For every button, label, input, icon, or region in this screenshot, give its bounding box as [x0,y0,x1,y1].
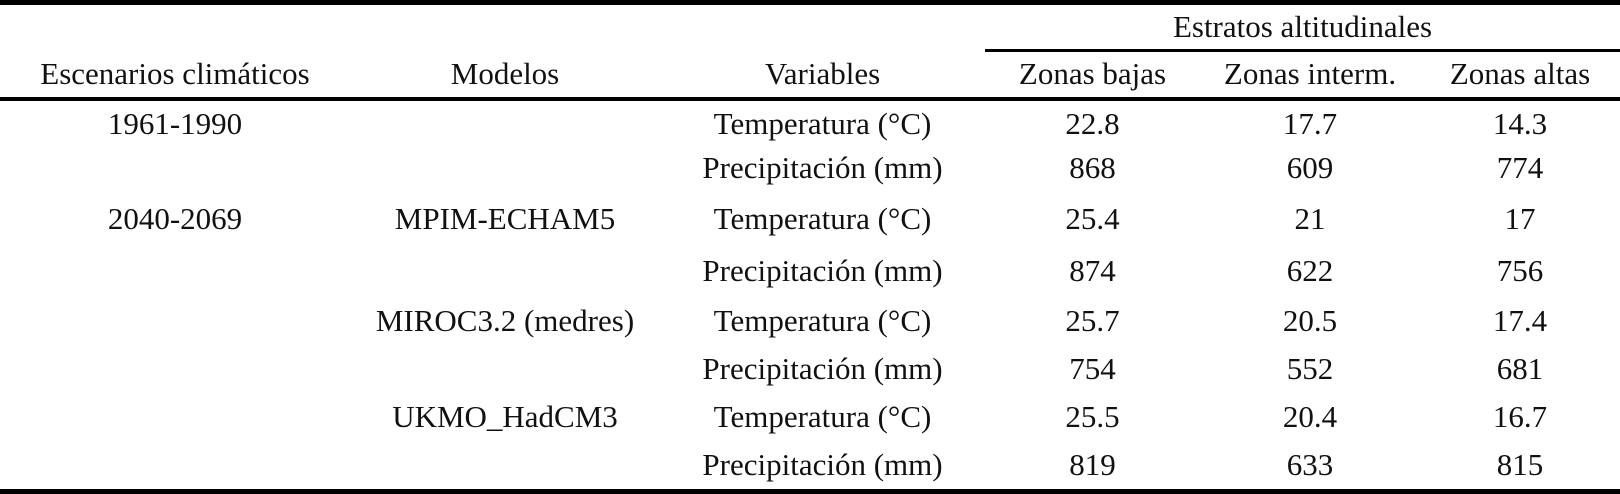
cell-zonas-interm: 622 [1286,252,1334,288]
cell-zonas-bajas: 819 [1069,446,1116,482]
column-header-zonas-bajas: Zonas bajas [985,50,1200,101]
cell-modelo [350,441,660,489]
cell-zonas-bajas: 754 [1069,350,1116,386]
cell-escenario [0,441,350,489]
cell-zonas-interm: 17.7 [1282,105,1338,141]
table-header: Estratos altitudinales Escenarios climát… [0,5,1620,101]
cell-zonas-interm: 633 [1286,446,1334,482]
table-row: Precipitación (mm) 819 633 815 [0,441,1620,489]
cell-escenario: 1961-1990 [107,105,243,141]
cell-escenario [0,245,350,297]
table-row: Precipitación (mm) 754 552 681 [0,345,1620,393]
cell-variable: Temperatura (°C) [713,105,932,141]
cell-zonas-bajas: 25.7 [1065,302,1120,338]
cell-variable: Temperatura (°C) [713,398,932,434]
cell-variable: Precipitación (mm) [702,149,943,185]
cell-zonas-interm: 20.4 [1282,398,1338,434]
cell-zonas-altas: 16.7 [1492,398,1548,434]
table-row: 1961-1990 Temperatura (°C) 22.8 17.7 14.… [0,99,1620,147]
cell-zonas-altas: 681 [1496,350,1544,386]
cell-variable: Precipitación (mm) [702,252,943,288]
cell-escenario [0,393,350,441]
table-row: Precipitación (mm) 868 609 774 [0,147,1620,189]
column-header-row: Escenarios climáticos Modelos Variables … [0,50,1620,101]
cell-modelo [350,245,660,297]
table-row: MIROC3.2 (medres) Temperatura (°C) 25.7 … [0,297,1620,345]
cell-zonas-interm: 20.5 [1282,302,1338,338]
table-row: 2040-2069 MPIM-ECHAM5 Temperatura (°C) 2… [0,189,1620,245]
cell-zonas-bajas: 25.4 [1065,200,1120,236]
cell-zonas-altas: 774 [1496,149,1544,185]
cell-zonas-altas: 17.4 [1492,302,1548,338]
cell-variable: Precipitación (mm) [702,350,943,386]
column-header-variables: Variables [660,50,985,101]
cell-zonas-bajas: 868 [1069,149,1116,185]
column-header-escenarios: Escenarios climáticos [0,50,350,101]
column-header-modelos: Modelos [350,50,660,101]
cell-modelo: MIROC3.2 (medres) [375,302,635,338]
spanner-empty-cell [0,5,985,51]
cell-modelo: MPIM-ECHAM5 [394,200,616,236]
cell-zonas-bajas: 22.8 [1065,105,1120,141]
cell-escenario [0,147,350,189]
cell-zonas-interm: 552 [1286,350,1334,386]
cell-modelo [350,345,660,393]
cell-modelo [350,147,660,189]
table-body: 1961-1990 Temperatura (°C) 22.8 17.7 14.… [0,99,1620,489]
cell-zonas-altas: 756 [1496,252,1544,288]
table-row: UKMO_HadCM3 Temperatura (°C) 25.5 20.4 1… [0,393,1620,441]
cell-variable: Temperatura (°C) [713,200,932,236]
cell-zonas-bajas: 25.5 [1065,398,1120,434]
column-header-zonas-altas: Zonas altas [1420,50,1620,101]
cell-zonas-interm: 609 [1286,149,1334,185]
cell-zonas-altas: 815 [1496,446,1544,482]
cell-escenario: 2040-2069 [107,200,243,236]
cell-zonas-altas: 14.3 [1492,105,1548,141]
cell-escenario [0,297,350,345]
cell-variable: Precipitación (mm) [702,446,943,482]
cell-modelo [350,99,660,147]
cell-escenario [0,345,350,393]
spanner-header-row: Estratos altitudinales [0,5,1620,52]
cell-variable: Temperatura (°C) [713,302,932,338]
cell-modelo: UKMO_HadCM3 [392,398,618,434]
table-row: Precipitación (mm) 874 622 756 [0,245,1620,297]
column-header-zonas-interm: Zonas interm. [1200,50,1420,101]
cell-zonas-interm: 21 [1294,200,1326,236]
cell-zonas-altas: 17 [1504,200,1536,236]
column-group-header-estratos: Estratos altitudinales [985,5,1620,52]
cell-zonas-bajas: 874 [1069,252,1116,288]
climate-scenarios-table: Estratos altitudinales Escenarios climát… [0,5,1620,489]
